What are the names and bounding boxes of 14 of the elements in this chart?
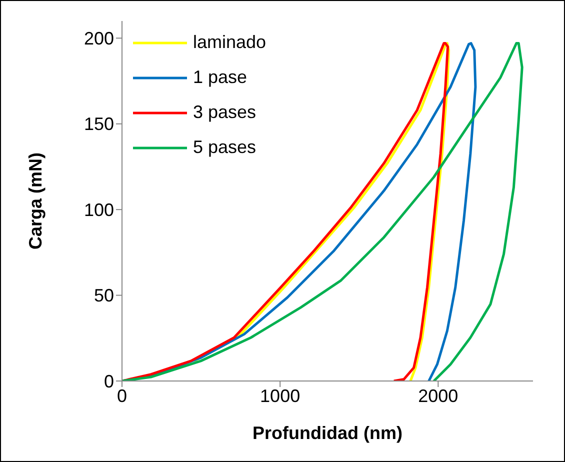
x-tick-label: 2000 bbox=[418, 386, 458, 406]
y-tick-label: 0 bbox=[104, 371, 114, 392]
x-tick-label: 1000 bbox=[260, 386, 300, 406]
legend-label: 3 pases bbox=[193, 101, 256, 124]
legend-label: 1 pase bbox=[193, 66, 248, 89]
x-axis-title: Profundidad (nm) bbox=[252, 423, 402, 443]
y-axis-title: Carga (mN) bbox=[25, 152, 46, 250]
legend-label: laminado bbox=[193, 31, 266, 54]
y-tick-label: 50 bbox=[94, 286, 114, 306]
x-tick-label: 0 bbox=[116, 386, 128, 406]
y-tick-label: 150 bbox=[84, 114, 114, 134]
y-tick-label: 100 bbox=[84, 200, 114, 220]
y-tick-label: 200 bbox=[84, 28, 114, 49]
legend-label: 5 pases bbox=[193, 136, 256, 159]
